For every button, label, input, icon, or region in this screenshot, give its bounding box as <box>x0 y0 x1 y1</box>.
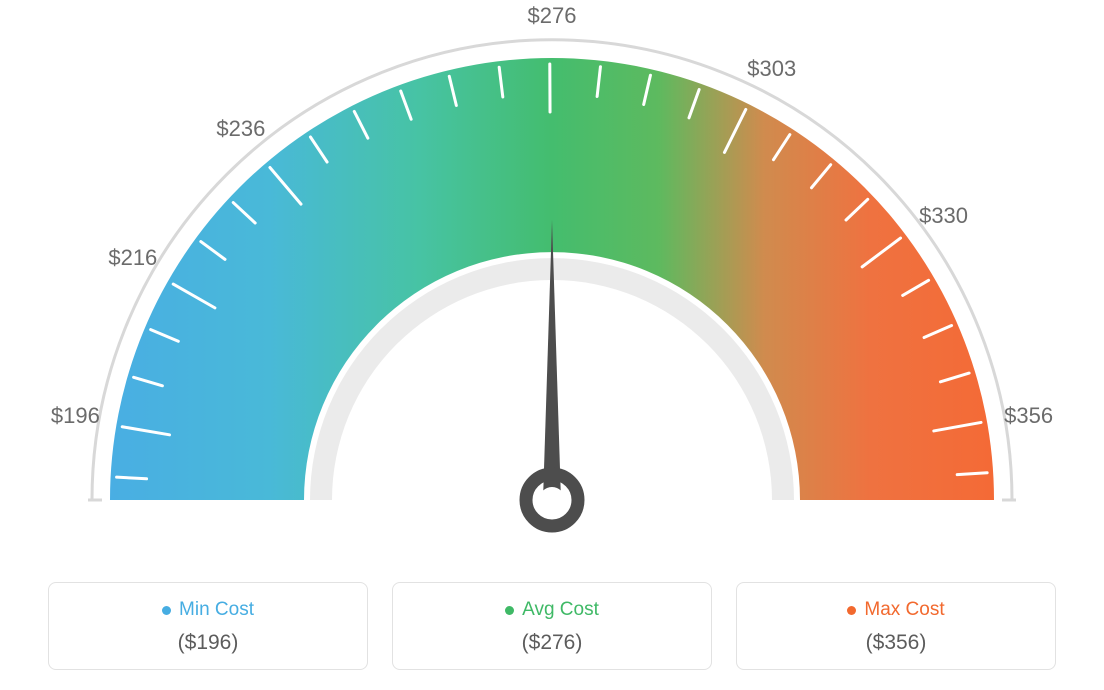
dot-avg <box>505 606 514 615</box>
legend-title-max: Max Cost <box>847 599 944 621</box>
gauge-tick-label: $216 <box>108 245 157 271</box>
legend-value-max: ($356) <box>737 631 1055 655</box>
gauge-tick-label: $330 <box>919 203 968 229</box>
legend-label-min: Min Cost <box>179 599 254 621</box>
gauge-svg <box>0 0 1104 560</box>
legend-title-avg: Avg Cost <box>505 599 599 621</box>
legend-label-avg: Avg Cost <box>522 599 599 621</box>
legend-card-min: Min Cost ($196) <box>48 582 368 670</box>
legend-label-max: Max Cost <box>864 599 944 621</box>
legend-value-avg: ($276) <box>393 631 711 655</box>
gauge-tick-label: $276 <box>528 3 577 29</box>
dot-max <box>847 606 856 615</box>
gauge-tick-label: $196 <box>51 403 100 429</box>
legend-row: Min Cost ($196) Avg Cost ($276) Max Cost… <box>0 582 1104 670</box>
legend-card-avg: Avg Cost ($276) <box>392 582 712 670</box>
legend-card-max: Max Cost ($356) <box>736 582 1056 670</box>
gauge-chart: $196 $216 $236 $276 $303 $330 $356 <box>0 0 1104 560</box>
gauge-tick-label: $303 <box>747 56 796 82</box>
legend-value-min: ($196) <box>49 631 367 655</box>
gauge-tick-label: $356 <box>1004 403 1053 429</box>
legend-title-min: Min Cost <box>162 599 254 621</box>
dot-min <box>162 606 171 615</box>
gauge-tick-label: $236 <box>216 116 265 142</box>
